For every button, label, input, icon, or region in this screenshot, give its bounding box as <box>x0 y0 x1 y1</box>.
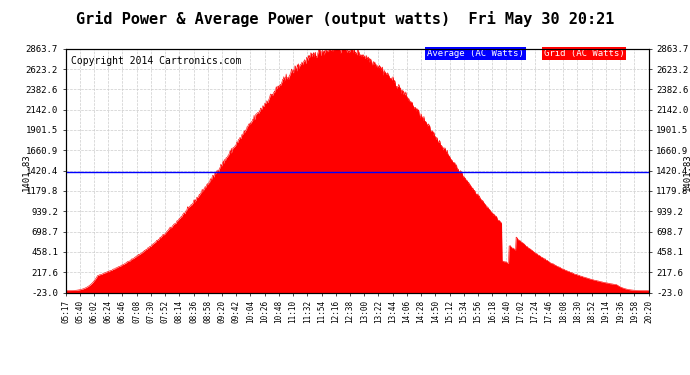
Text: 1401.83: 1401.83 <box>683 153 690 191</box>
Text: Grid (AC Watts): Grid (AC Watts) <box>544 49 624 58</box>
Text: Average (AC Watts): Average (AC Watts) <box>427 49 524 58</box>
Text: Grid Power & Average Power (output watts)  Fri May 30 20:21: Grid Power & Average Power (output watts… <box>76 11 614 27</box>
Text: 1401.83: 1401.83 <box>22 153 31 191</box>
Text: Copyright 2014 Cartronics.com: Copyright 2014 Cartronics.com <box>71 56 242 66</box>
